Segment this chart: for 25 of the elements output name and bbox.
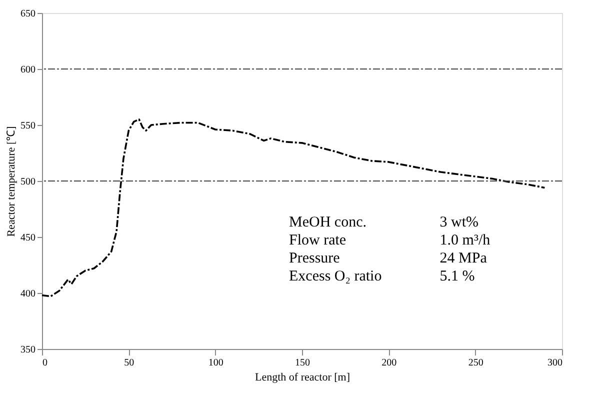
y-tick-label: 650 bbox=[20, 8, 36, 20]
y-tick-label: 450 bbox=[20, 232, 36, 244]
x-tick-label: 50 bbox=[124, 358, 134, 368]
y-tick-label: 550 bbox=[20, 120, 36, 132]
x-tick-label: 300 bbox=[548, 358, 562, 368]
annotation: 24 MPa bbox=[440, 250, 488, 266]
line-series bbox=[41, 118, 546, 298]
y-tick-label: 500 bbox=[20, 176, 36, 188]
annotation: Pressure bbox=[289, 250, 340, 266]
x-tick-label: 0 bbox=[42, 358, 48, 368]
y-tick-label: 400 bbox=[20, 288, 36, 300]
annotation: 1.0 m³/h bbox=[440, 232, 491, 248]
x-tick-label: 150 bbox=[295, 358, 310, 368]
x-tick-label: 200 bbox=[382, 358, 397, 368]
annotation: 3 wt% bbox=[440, 214, 479, 230]
y-tick-label: 600 bbox=[20, 64, 36, 76]
y-tick-label: 350 bbox=[20, 344, 36, 356]
x-tick-label: 250 bbox=[468, 358, 484, 368]
annotation: Excess O₂ ratio bbox=[289, 268, 382, 284]
x-axis-title: Length of reactor [m] bbox=[255, 372, 350, 384]
x-tick-label: 100 bbox=[208, 358, 224, 368]
annotation: MeOH conc. bbox=[289, 214, 366, 230]
y-axis-title: Reactor temperature [℃] bbox=[6, 126, 18, 237]
annotation: 5.1 % bbox=[440, 268, 475, 284]
annotation: Flow rate bbox=[289, 232, 346, 248]
